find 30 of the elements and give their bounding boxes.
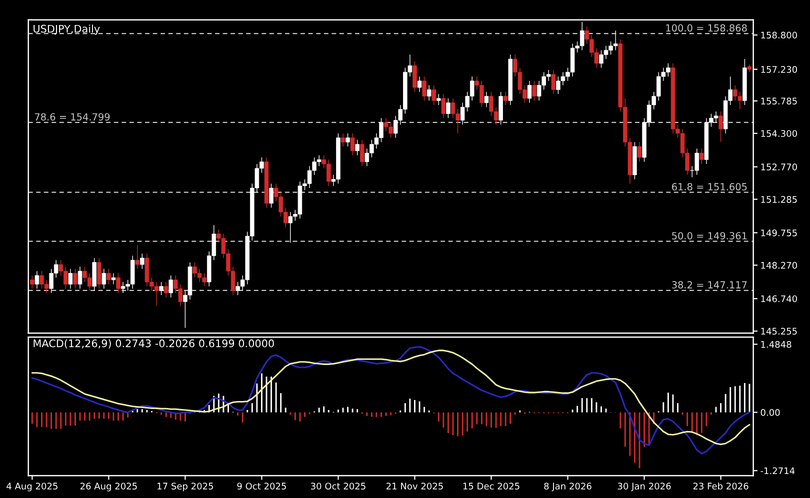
x-tick-label: 26 Aug 2025 xyxy=(80,482,137,492)
y-tick-label: -1.2714 xyxy=(760,467,795,474)
ref-line-label: 61.8 = 151.605 xyxy=(672,183,747,190)
x-tick-label: 4 Aug 2025 xyxy=(6,482,58,492)
y-tick-label: 152.770 xyxy=(761,164,797,170)
y-tick-label: 158.800 xyxy=(761,32,797,39)
x-tick-label: 21 Nov 2025 xyxy=(386,482,443,490)
x-tick-label: 9 Oct 2025 xyxy=(237,482,286,490)
x-tick-label: 17 Sep 2025 xyxy=(158,482,214,492)
y-tick-label: 154.300 xyxy=(761,130,797,137)
y-tick-label: 145.255 xyxy=(761,328,797,335)
y-tick-label: 0.00 xyxy=(760,409,780,416)
x-tick-label: 15 Dec 2025 xyxy=(463,482,520,490)
ref-line-label: 78.6 = 154.799 xyxy=(34,113,110,121)
y-tick-label: 146.740 xyxy=(761,295,797,302)
x-tick-label: 23 Feb 2026 xyxy=(693,482,748,490)
ref-line-label: 50.0 = 149.361 xyxy=(672,232,747,240)
chart-title: USDJPY,Daily xyxy=(34,24,100,35)
ref-line-label: 38.2 = 147.117 xyxy=(672,281,747,288)
y-tick-label: 149.755 xyxy=(761,229,797,236)
y-tick-label: 1.4848 xyxy=(761,340,792,348)
y-tick-label: 155.785 xyxy=(761,98,797,104)
y-tick-label: 157.230 xyxy=(761,66,797,73)
y-tick-label: 148.270 xyxy=(761,262,797,269)
x-tick-label: 30 Jan 2026 xyxy=(618,482,671,492)
chart-title: MACD(12,26,9) 0.2743 -0.2026 0.6199 0.0000 xyxy=(34,339,274,349)
y-tick-label: 151.285 xyxy=(761,196,797,203)
x-tick-label: 30 Oct 2025 xyxy=(311,482,366,490)
x-tick-label: 8 Jan 2026 xyxy=(544,482,592,492)
ref-line-label: 100.0 = 158.868 xyxy=(666,24,747,32)
